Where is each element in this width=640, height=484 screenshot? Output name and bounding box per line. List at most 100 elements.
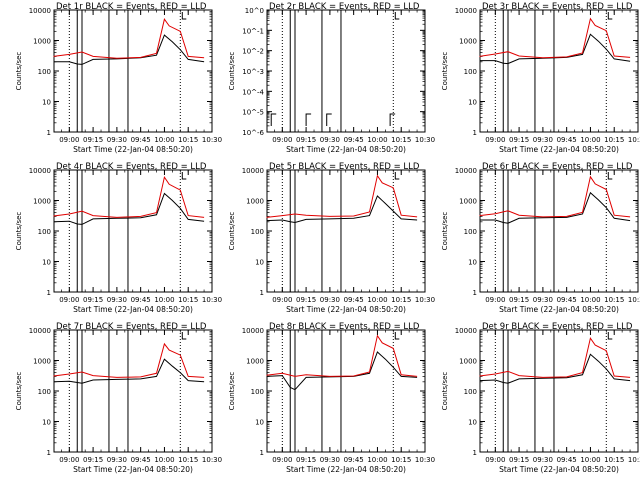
y-axis-title: Counts/sec <box>15 52 23 91</box>
panel-title: Det 2r BLACK = Events, RED = LLD <box>269 2 420 12</box>
lld-series-line <box>53 18 205 59</box>
x-tick-label: 10:00 <box>154 296 174 304</box>
y-tick-label: 10 <box>255 419 264 427</box>
x-tick-label: 10:15 <box>178 136 198 144</box>
y-axis-title: Counts/sec <box>441 52 449 91</box>
events-series-line <box>53 358 205 384</box>
y-tick-label: 10000 <box>455 327 477 335</box>
x-axis-title: Start Time (22-Jan-04 08:50:20) <box>73 305 193 314</box>
y-tick-label: 10000 <box>455 7 477 15</box>
x-tick-label: 09:45 <box>344 136 364 144</box>
y-tick-label: 10^-2 <box>242 48 264 56</box>
y-tick-label: 10 <box>468 99 477 107</box>
bracket-mark <box>394 172 400 180</box>
x-tick-label: 09:00 <box>272 136 292 144</box>
x-tick-label: 09:30 <box>533 456 553 464</box>
y-tick-label: 10^0 <box>245 7 264 15</box>
y-tick-label: 1 <box>260 449 264 457</box>
y-tick-label: 10000 <box>29 167 51 175</box>
y-tick-label: 1000 <box>246 358 264 366</box>
lld-series-line <box>479 336 631 378</box>
y-tick-label: 10^-5 <box>242 109 264 117</box>
x-axis-title: Start Time (22-Jan-04 08:50:20) <box>499 305 619 314</box>
x-tick-label: 09:30 <box>320 136 340 144</box>
y-tick-label: 100 <box>38 68 51 76</box>
bracket-mark <box>607 12 613 20</box>
x-tick-label: 10:15 <box>391 296 411 304</box>
bracket-mark <box>181 172 187 180</box>
y-tick-label: 100 <box>251 228 264 236</box>
x-tick-label: 10:30 <box>202 456 222 464</box>
x-tick-label: 10:00 <box>580 296 600 304</box>
x-axis-title: Start Time (22-Jan-04 08:50:20) <box>73 465 193 474</box>
y-tick-label: 10^-6 <box>242 129 264 137</box>
x-tick-label: 09:45 <box>557 136 577 144</box>
y-tick-label: 1000 <box>459 198 477 206</box>
lld-series-line <box>479 175 631 218</box>
x-tick-label: 10:30 <box>415 296 435 304</box>
x-axis-title: Start Time (22-Jan-04 08:50:20) <box>499 465 619 474</box>
events-series-line <box>479 191 631 224</box>
y-tick-label: 10 <box>42 419 51 427</box>
x-tick-label: 10:00 <box>367 456 387 464</box>
x-axis-title: Start Time (22-Jan-04 08:50:20) <box>286 145 406 154</box>
x-tick-label: 09:00 <box>272 456 292 464</box>
y-tick-label: 10000 <box>29 7 51 15</box>
bracket-mark <box>326 113 332 126</box>
y-tick-label: 10 <box>42 259 51 267</box>
detector-panel: Det 7r BLACK = Events, RED = LLD 1 10 100 10… <box>15 322 222 474</box>
detector-panel: Det 2r BLACK = Events, RED = LLD 10^-6 10^… <box>228 2 435 154</box>
x-tick-label: 09:30 <box>320 456 340 464</box>
x-tick-label: 09:30 <box>320 296 340 304</box>
x-tick-label: 09:45 <box>344 456 364 464</box>
y-tick-label: 10 <box>468 259 477 267</box>
y-axis-title: Counts/sec <box>228 52 236 91</box>
x-tick-label: 10:30 <box>202 296 222 304</box>
x-tick-label: 09:30 <box>107 456 127 464</box>
y-tick-label: 1000 <box>33 38 51 46</box>
y-tick-label: 100 <box>464 388 477 396</box>
y-tick-label: 1000 <box>33 358 51 366</box>
y-tick-label: 1000 <box>459 358 477 366</box>
panel-title: Det 6r BLACK = Events, RED = LLD <box>482 162 633 172</box>
y-tick-label: 1 <box>260 289 264 297</box>
x-tick-label: 09:15 <box>83 456 103 464</box>
x-tick-label: 10:15 <box>178 456 198 464</box>
y-tick-label: 1 <box>473 289 477 297</box>
lld-series-line <box>266 334 418 377</box>
y-tick-label: 100 <box>38 228 51 236</box>
x-tick-label: 09:45 <box>344 296 364 304</box>
x-tick-label: 10:15 <box>391 456 411 464</box>
y-tick-label: 1000 <box>33 198 51 206</box>
y-axis-title: Counts/sec <box>228 212 236 251</box>
lld-series-line <box>266 174 418 218</box>
y-tick-label: 1 <box>473 129 477 137</box>
y-tick-label: 1 <box>47 449 51 457</box>
x-tick-label: 10:00 <box>367 296 387 304</box>
bracket-mark <box>181 12 187 20</box>
events-series-line <box>266 195 418 224</box>
y-tick-label: 1 <box>473 449 477 457</box>
y-tick-label: 10^-1 <box>242 27 264 35</box>
detector-panel: Det 4r BLACK = Events, RED = LLD 1 10 100 10… <box>15 162 222 314</box>
y-tick-label: 10 <box>42 99 51 107</box>
x-tick-label: 09:45 <box>557 456 577 464</box>
x-tick-label: 09:00 <box>59 296 79 304</box>
x-axis-title: Start Time (22-Jan-04 08:50:20) <box>499 145 619 154</box>
y-tick-label: 10 <box>468 419 477 427</box>
y-tick-label: 100 <box>464 228 477 236</box>
x-tick-label: 09:15 <box>509 296 529 304</box>
events-series-line <box>53 192 205 225</box>
panel-title: Det 8r BLACK = Events, RED = LLD <box>269 322 420 332</box>
x-tick-label: 10:15 <box>604 296 624 304</box>
x-tick-label: 09:00 <box>485 136 505 144</box>
x-tick-label: 09:00 <box>59 136 79 144</box>
bracket-mark <box>607 172 613 180</box>
detector-panel: Det 6r BLACK = Events, RED = LLD 1 10 100 10… <box>441 162 640 314</box>
y-tick-label: 1000 <box>459 38 477 46</box>
y-tick-label: 10000 <box>242 327 264 335</box>
x-tick-label: 09:45 <box>131 456 151 464</box>
panel-title: Det 5r BLACK = Events, RED = LLD <box>269 162 420 172</box>
